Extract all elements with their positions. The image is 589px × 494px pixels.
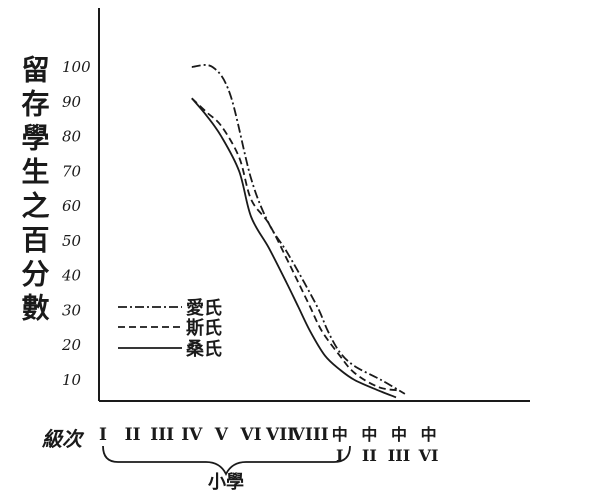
y-tick-label-10: 10 — [62, 371, 82, 389]
x-axis-label: 級次 — [41, 427, 85, 451]
x-tick-label: 中 — [421, 425, 437, 444]
x-tick-label: 中 — [332, 425, 348, 444]
grade-bracket — [102, 445, 351, 477]
x-tick-label: 中 — [391, 425, 407, 444]
x-tick-sublabel: VI — [418, 446, 439, 465]
y-tick-label-50: 50 — [62, 232, 82, 250]
y-tick-label-70: 70 — [62, 162, 82, 180]
legend-label-1: 愛氏 — [186, 297, 222, 319]
x-tick-label: IV — [181, 425, 203, 445]
legend-label-2: 斯氏 — [186, 317, 222, 339]
series-lines — [191, 64, 406, 399]
x-tick-sublabel: I — [336, 446, 343, 465]
x-tick-label: I — [99, 425, 107, 445]
y-tick-label-30: 30 — [62, 301, 82, 319]
x-tick-label: VII — [265, 425, 295, 445]
y-tick-label-60: 60 — [62, 197, 82, 215]
x-tick-label: 中 — [361, 425, 377, 444]
x-tick-label: VIII — [291, 425, 329, 445]
y-tick-label-100: 100 — [62, 58, 91, 76]
y-tick-label-40: 40 — [61, 267, 82, 285]
x-tick-label: VI — [239, 425, 261, 445]
y-tick-label-20: 20 — [61, 336, 82, 354]
y-tick-labels: 100 90 80 70 60 50 40 30 20 10 — [61, 58, 91, 389]
y-tick-label-90: 90 — [62, 93, 82, 111]
series-line-2 — [191, 97, 400, 392]
x-tick-label: II — [125, 425, 141, 445]
x-tick-label: V — [214, 425, 229, 445]
x-tick-sublabel: III — [388, 446, 410, 465]
y-tick-label-80: 80 — [62, 128, 82, 146]
x-tick-sublabel: II — [362, 446, 377, 465]
series-line-3 — [191, 97, 397, 399]
legend-label-3: 桑氏 — [186, 339, 222, 360]
series-line-1 — [191, 64, 406, 395]
bracket-label: 小學 — [208, 472, 244, 493]
y-axis-label: 留存學生之百分數 — [18, 55, 51, 327]
x-tick-label: III — [150, 425, 174, 445]
